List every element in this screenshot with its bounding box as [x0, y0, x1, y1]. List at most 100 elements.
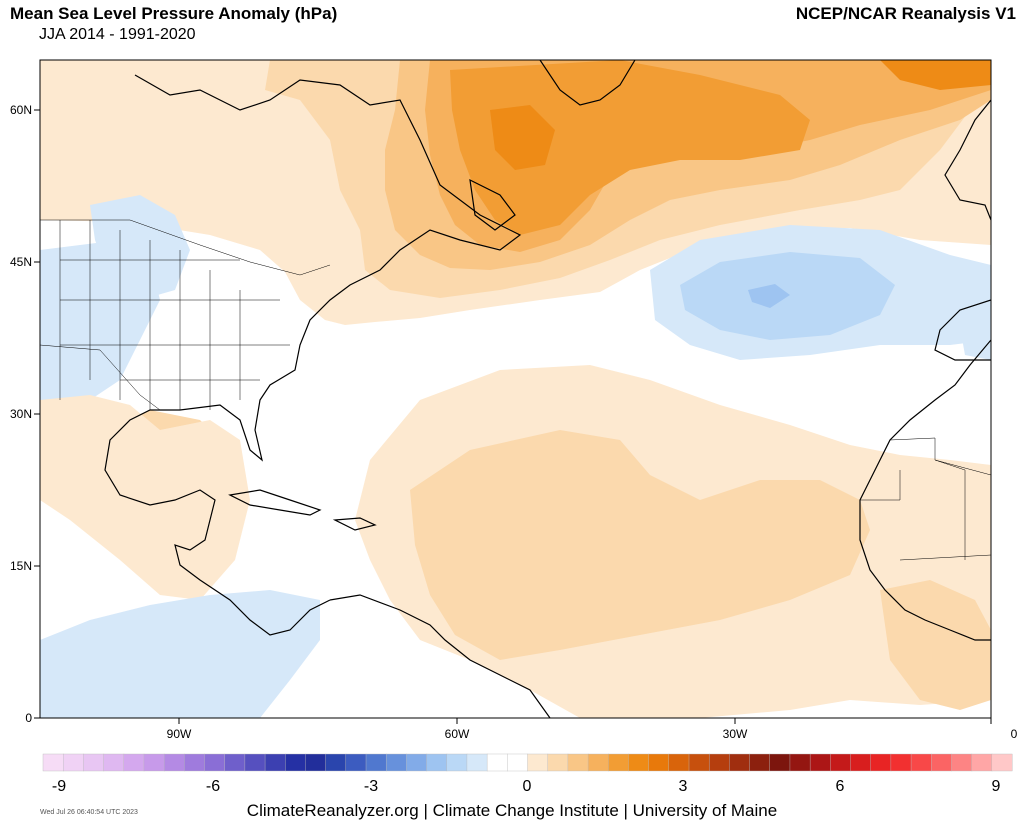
colorbar-swatch [870, 753, 892, 772]
colorbar-swatch [123, 753, 145, 772]
latitude-axis: 60N 45N 30N 15N 0 [10, 103, 40, 725]
positive-anomaly-tropical-level2 [410, 430, 870, 660]
colorbar-swatch [850, 753, 872, 772]
negative-anomaly-great-lakes [90, 195, 190, 300]
positive-anomaly-gulf-outer [40, 395, 250, 600]
colorbar-swatch [143, 753, 165, 772]
colorbar-swatch [527, 753, 549, 772]
colorbar-swatch [305, 753, 327, 772]
colorbar-swatch [951, 753, 973, 772]
colorbar-swatch [285, 753, 306, 772]
colorbar-swatch [931, 753, 952, 772]
longitude-axis: 90W 60W 30W 0 [167, 718, 1018, 741]
colorbar-swatch [648, 753, 670, 772]
colorbar-swatch [608, 753, 629, 772]
colorbar-swatch [789, 753, 811, 772]
lon-label-90w: 90W [167, 727, 192, 741]
map-subtitle: JJA 2014 - 1991-2020 [39, 26, 196, 43]
colorbar-swatch [769, 753, 791, 772]
negative-anomaly-eastern-pacific [40, 590, 320, 718]
colorbar-swatch [446, 753, 468, 772]
colorbar-swatch [325, 753, 347, 772]
colorbar-swatch [547, 753, 569, 772]
colorbar-swatch [890, 753, 912, 772]
colorbar-swatch [224, 753, 246, 772]
colorbar-swatch [971, 753, 993, 772]
colorbar-tick-minus6: -6 [206, 778, 220, 795]
positive-anomaly-northeast-core [880, 60, 991, 90]
lon-label-30w: 30W [723, 727, 748, 741]
credit-footer: ClimateReanalyzer.org | Climate Change I… [246, 801, 778, 820]
colorbar-swatch [567, 753, 589, 772]
colorbar-swatch [830, 753, 851, 772]
colorbar-swatch [628, 753, 650, 772]
colorbar-swatch [910, 753, 932, 772]
colorbar [42, 753, 1013, 772]
lat-label-45n: 45N [10, 255, 32, 269]
cuba-outline [228, 489, 322, 516]
newfoundland-outline [469, 178, 516, 231]
anomaly-fill-layer [40, 60, 991, 718]
map-title: Mean Sea Level Pressure Anomaly (hPa) [10, 4, 338, 23]
positive-anomaly-north-level5 [450, 60, 810, 235]
colorbar-swatch [708, 753, 730, 772]
colorbar-swatch [668, 753, 690, 772]
colorbar-swatch [486, 753, 508, 772]
anomaly-map: 60N 45N 30N 15N 0 90W 60W 30W 0 -9 -6 -3… [10, 59, 1018, 795]
colorbar-swatch [688, 753, 710, 772]
africa-coast [859, 339, 991, 641]
colorbar-tick-9: 9 [992, 778, 1001, 795]
colorbar-swatch [244, 753, 266, 772]
europe-coast [944, 99, 991, 221]
south-america-coast [329, 594, 551, 718]
borders [40, 219, 991, 561]
colorbar-swatch [466, 753, 488, 772]
colorbar-swatch [163, 753, 185, 772]
timestamp: Wed Jul 26 06:40:54 UTC 2023 [40, 809, 138, 816]
colorbar-tick-3: 3 [679, 778, 688, 795]
colorbar-tick-6: 6 [836, 778, 845, 795]
colorbar-swatch [587, 753, 609, 772]
colorbar-swatch [809, 753, 831, 772]
colorbar-swatch [991, 753, 1013, 772]
lat-label-30n: 30N [10, 407, 32, 421]
lon-label-0: 0 [1011, 727, 1018, 741]
colorbar-swatch [204, 753, 226, 772]
colorbar-swatch [103, 753, 125, 772]
negative-anomaly-west-africa [955, 290, 991, 360]
positive-anomaly-guinea [880, 580, 991, 710]
colorbar-swatch [749, 753, 771, 772]
greenland-coast [539, 60, 636, 106]
lon-label-60w: 60W [445, 727, 470, 741]
lat-label-15n: 15N [10, 559, 32, 573]
colorbar-swatch [385, 753, 407, 772]
hispaniola-outline [332, 517, 377, 531]
colorbar-swatch [507, 753, 528, 772]
colorbar-swatch [264, 753, 286, 772]
us-state-lines [59, 220, 290, 410]
colorbar-swatch [62, 753, 84, 772]
colorbar-swatch [729, 753, 751, 772]
colorbar-swatch [83, 753, 105, 772]
north-america-coast [104, 74, 522, 636]
colorbar-tick-minus3: -3 [364, 778, 378, 795]
coastlines [104, 60, 991, 718]
us-canada-border [40, 219, 331, 276]
positive-anomaly-north-core [490, 105, 555, 170]
colorbar-tick-0: 0 [523, 778, 532, 795]
iberia-coast [934, 299, 991, 361]
negative-anomaly-azores-core [748, 284, 790, 308]
colorbar-swatch [365, 753, 387, 772]
colorbar-swatch [42, 753, 64, 772]
colorbar-swatch [426, 753, 448, 772]
africa-borders [860, 437, 991, 561]
colorbar-swatch [184, 753, 205, 772]
map-frame [39, 59, 992, 719]
lat-label-60n: 60N [10, 103, 32, 117]
colorbar-swatch [406, 753, 428, 772]
colorbar-tick-minus9: -9 [52, 778, 66, 795]
dataset-label: NCEP/NCAR Reanalysis V1 [795, 4, 1016, 23]
colorbar-ticks: -9 -6 -3 0 3 6 9 [52, 778, 1001, 795]
colorbar-swatch [345, 753, 367, 772]
lat-label-0: 0 [25, 711, 32, 725]
